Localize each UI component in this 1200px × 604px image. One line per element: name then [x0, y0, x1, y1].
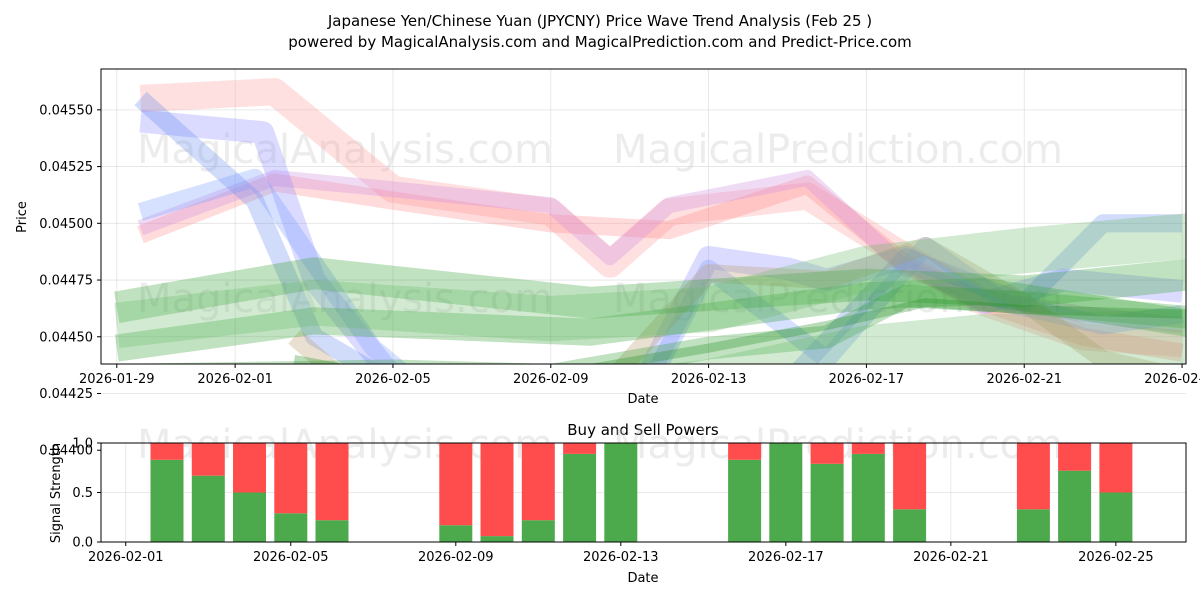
price-watermarks: MagicalAnalysis.com MagicalPrediction.co…: [137, 127, 1063, 322]
price-y-tick-label: 0.04450: [39, 330, 93, 345]
price-x-tick-label: 2026-02-17: [829, 372, 905, 387]
price-plot-frame: [100, 68, 1187, 365]
buy-sell-bars: [150, 443, 1133, 542]
signal-x-axis-label: Date: [627, 571, 658, 586]
price-plot-background: [101, 69, 1186, 364]
price-y-tick-label: 0.04400: [39, 444, 93, 459]
signal-x-tick-label: 2026-02-01: [88, 550, 164, 565]
signal-y-tick-label: 0.5: [72, 486, 93, 501]
buy-bar: [233, 492, 266, 542]
price-y-tick-label: 0.04550: [39, 103, 93, 118]
price-x-tick-label: 2026-01-29: [79, 372, 155, 387]
wave-band-green-wide-upper: [114, 213, 1186, 348]
price-x-axis: 2026-01-29 2026-02-01 2026-02-05 2026-02-09…: [79, 364, 1200, 387]
price-wave-chart: MagicalAnalysis.com MagicalPrediction.co…: [15, 68, 1200, 459]
sell-bar: [1058, 443, 1092, 471]
buy-bar: [851, 453, 885, 542]
chart-title-line1: Japanese Yen/Chinese Yuan (JPYCNY) Price…: [327, 12, 872, 30]
buy-sell-power-chart: Buy and Sell Powers MagicalAnalysis.com …: [49, 421, 1187, 586]
price-y-tick-label: 0.04475: [39, 274, 93, 289]
buy-bar: [769, 443, 803, 542]
buy-bar: [521, 520, 555, 542]
sell-bar: [1016, 443, 1050, 510]
buy-bar: [604, 443, 638, 542]
buy-bar: [563, 453, 597, 542]
wave-band-blue-wave-1: [139, 109, 1184, 364]
price-y-axis: 0.04400 0.04425 0.04450 0.04475 0.04500 0.045…: [39, 103, 101, 459]
watermark-magicalanalysis-top: MagicalAnalysis.com: [137, 127, 553, 173]
wave-band-green-band-mid: [114, 277, 1186, 362]
signal-y-tick-label: 0.0: [72, 536, 93, 551]
watermark-magicalprediction-mid: MagicalPrediction.com: [613, 276, 1063, 322]
wave-band-green-band-top: [114, 257, 1186, 323]
sell-bar: [810, 443, 844, 464]
signal-y-axis: 0.0 0.5 1.0: [72, 437, 101, 551]
sell-bar: [315, 443, 349, 521]
wave-band-blue-wave-3: [137, 168, 1184, 364]
wave-band-blue-wave-2: [134, 91, 1183, 364]
sell-bar: [191, 443, 225, 476]
signal-x-tick-label: 2026-02-05: [253, 550, 329, 565]
buy-bar: [1016, 509, 1050, 542]
buy-bar: [893, 509, 927, 542]
buy-bar: [810, 463, 844, 542]
price-y-axis-label: Price: [15, 201, 30, 233]
buy-bar: [191, 475, 225, 542]
signal-y-tick-label: 1.0: [72, 437, 93, 452]
buy-bar: [439, 525, 473, 542]
signal-x-tick-label: 2026-02-21: [913, 550, 989, 565]
buy-bar: [480, 536, 514, 542]
signal-x-tick-label: 2026-02-13: [583, 550, 659, 565]
price-x-tick-label: 2026-02-01: [197, 372, 273, 387]
chart-title-line2: powered by MagicalAnalysis.com and Magic…: [288, 33, 912, 51]
price-x-axis-label: Date: [627, 392, 658, 407]
price-y-tick-label: 0.04425: [39, 387, 93, 402]
sell-bar: [521, 443, 555, 521]
buy-bar: [274, 513, 308, 542]
buy-bar: [150, 459, 184, 542]
price-x-tick-label: 2026-02-25: [1144, 372, 1200, 387]
wave-band-violet-wave: [137, 169, 1184, 334]
price-x-tick-label: 2026-02-21: [986, 372, 1062, 387]
sell-bar: [480, 443, 514, 537]
sell-bar: [439, 443, 473, 526]
price-x-tick-label: 2026-02-09: [513, 372, 589, 387]
signal-x-tick-label: 2026-02-09: [418, 550, 494, 565]
sell-bar: [893, 443, 927, 510]
signal-x-tick-label: 2026-02-17: [748, 550, 824, 565]
wave-band-red-wave-1: [139, 78, 1184, 358]
buy-bar: [1099, 492, 1133, 542]
price-y-tick-label: 0.04525: [39, 160, 93, 175]
signal-x-axis: 2026-02-01 2026-02-05 2026-02-09 2026-02-13…: [88, 542, 1154, 565]
wave-band-green-band-low: [116, 284, 1186, 364]
price-y-tick-label: 0.04500: [39, 217, 93, 232]
wave-band-red-wave-2: [137, 173, 1184, 362]
signal-y-axis-label: Signal Strength: [49, 443, 64, 543]
wave-band-olive-wave: [288, 236, 1164, 364]
signal-x-tick-label: 2026-02-25: [1078, 550, 1154, 565]
watermark-magicalprediction-top: MagicalPrediction.com: [613, 127, 1063, 173]
sell-bar: [728, 443, 762, 460]
price-x-tick-label: 2026-02-05: [355, 372, 431, 387]
sell-bar: [233, 443, 266, 493]
wave-band-green-wide-lower: [667, 309, 1186, 364]
price-x-tick-label: 2026-02-13: [671, 372, 747, 387]
sell-bar: [150, 443, 184, 460]
buy-bar: [315, 520, 349, 542]
buy-bar: [1058, 470, 1092, 542]
sell-bar: [1099, 443, 1133, 493]
sell-bar: [274, 443, 308, 514]
buy-sell-chart-title: Buy and Sell Powers: [567, 421, 719, 439]
watermark-magicalanalysis-mid: MagicalAnalysis.com: [137, 276, 553, 322]
sell-bar: [563, 443, 597, 454]
buy-bar: [728, 459, 762, 542]
price-wave-bands: [114, 78, 1186, 364]
sell-bar: [851, 443, 885, 454]
wave-band-green-dark-thread: [293, 298, 1183, 364]
